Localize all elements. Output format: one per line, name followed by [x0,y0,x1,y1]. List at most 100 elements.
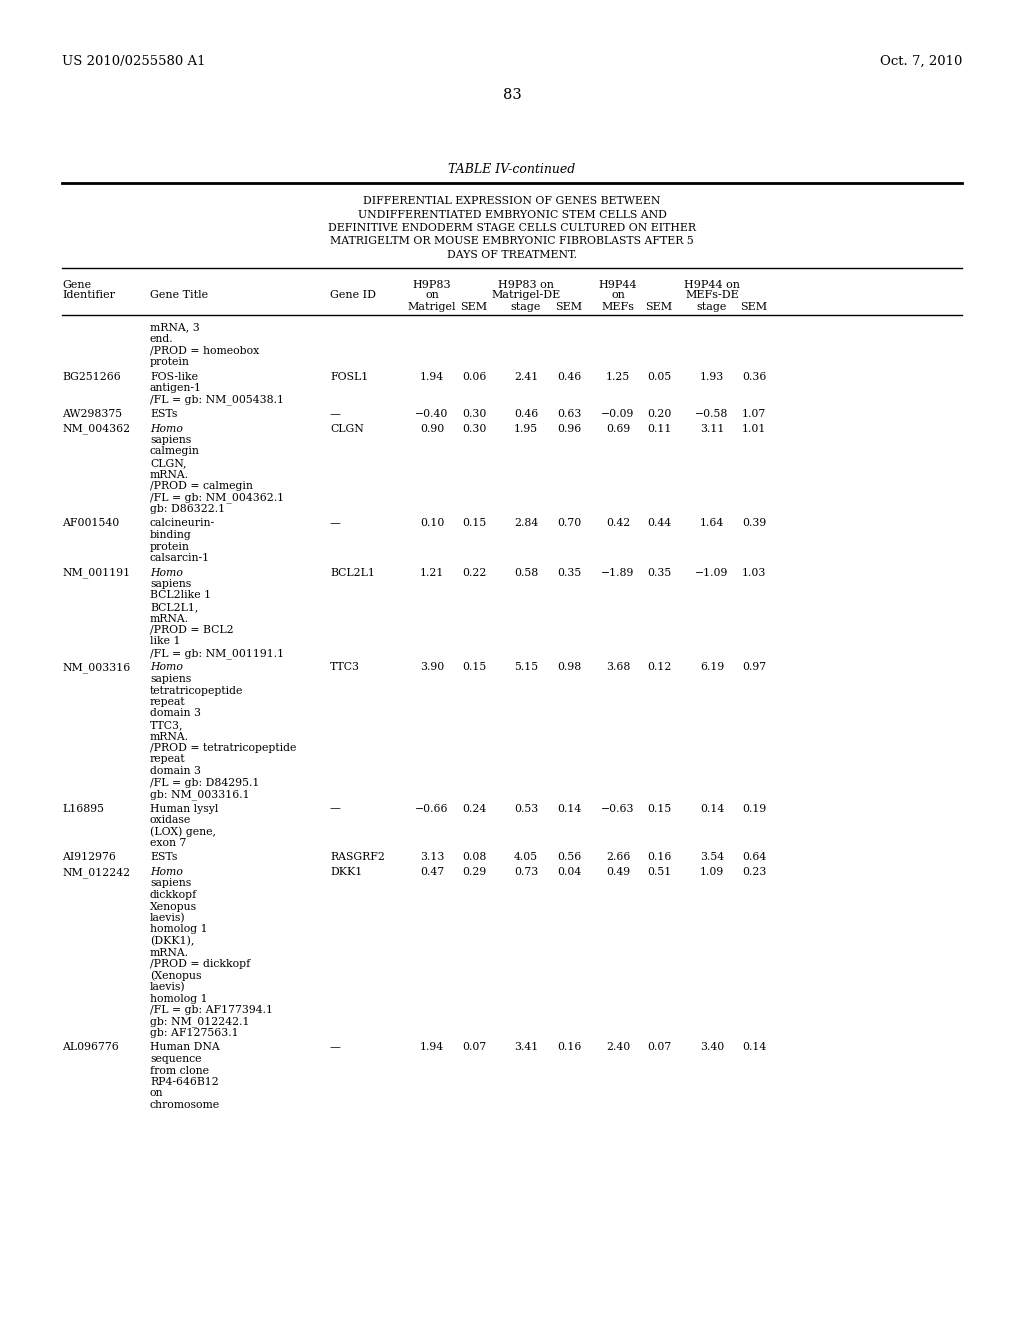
Text: on: on [150,1089,164,1098]
Text: 0.14: 0.14 [699,804,724,813]
Text: 0.58: 0.58 [514,568,539,578]
Text: TTC3,: TTC3, [150,719,183,730]
Text: 0.07: 0.07 [647,1043,671,1052]
Text: /PROD = dickkopf: /PROD = dickkopf [150,960,250,969]
Text: 0.35: 0.35 [647,568,671,578]
Text: 3.40: 3.40 [699,1043,724,1052]
Text: 0.20: 0.20 [647,409,671,418]
Text: 0.73: 0.73 [514,867,539,876]
Text: NM_003316: NM_003316 [62,663,130,673]
Text: 0.08: 0.08 [462,853,486,862]
Text: 2.84: 2.84 [514,519,539,528]
Text: 3.41: 3.41 [514,1043,539,1052]
Text: sapiens: sapiens [150,675,191,684]
Text: tetratricopeptide: tetratricopeptide [150,685,244,696]
Text: mRNA.: mRNA. [150,948,189,957]
Text: Identifier: Identifier [62,290,115,301]
Text: 0.36: 0.36 [741,371,766,381]
Text: 0.69: 0.69 [606,424,630,433]
Text: −1.09: −1.09 [695,568,729,578]
Text: 0.04: 0.04 [557,867,582,876]
Text: 3.68: 3.68 [606,663,630,672]
Text: mRNA.: mRNA. [150,470,189,479]
Text: ESTs: ESTs [150,853,177,862]
Text: Gene ID: Gene ID [330,290,376,301]
Text: calcineurin-: calcineurin- [150,519,215,528]
Text: US 2010/0255580 A1: US 2010/0255580 A1 [62,55,206,69]
Text: 2.66: 2.66 [606,853,630,862]
Text: sequence: sequence [150,1053,202,1064]
Text: Gene: Gene [62,280,91,289]
Text: 1.09: 1.09 [699,867,724,876]
Text: binding: binding [150,531,191,540]
Text: like 1: like 1 [150,636,180,647]
Text: 0.07: 0.07 [462,1043,486,1052]
Text: FOSL1: FOSL1 [330,371,369,381]
Text: 0.14: 0.14 [557,804,582,813]
Text: −0.58: −0.58 [695,409,729,418]
Text: gb: D86322.1: gb: D86322.1 [150,504,225,513]
Text: Homo: Homo [150,568,183,578]
Text: 0.24: 0.24 [462,804,486,813]
Text: 0.46: 0.46 [557,371,582,381]
Text: 0.15: 0.15 [462,663,486,672]
Text: L16895: L16895 [62,804,104,813]
Text: Homo: Homo [150,424,183,433]
Text: 0.51: 0.51 [647,867,671,876]
Text: DEFINITIVE ENDODERM STAGE CELLS CULTURED ON EITHER: DEFINITIVE ENDODERM STAGE CELLS CULTURED… [328,223,696,234]
Text: 1.21: 1.21 [420,568,444,578]
Text: 3.90: 3.90 [420,663,444,672]
Text: from clone: from clone [150,1065,209,1076]
Text: H9P44: H9P44 [599,280,637,289]
Text: 1.64: 1.64 [699,519,724,528]
Text: FOS-like: FOS-like [150,371,198,381]
Text: antigen-1: antigen-1 [150,383,202,393]
Text: NM_012242: NM_012242 [62,867,130,878]
Text: −0.63: −0.63 [601,804,635,813]
Text: 0.12: 0.12 [647,663,671,672]
Text: BCL2like 1: BCL2like 1 [150,590,211,601]
Text: 0.30: 0.30 [462,424,486,433]
Text: −0.09: −0.09 [601,409,635,418]
Text: Human DNA: Human DNA [150,1043,220,1052]
Text: /FL = gb: AF177394.1: /FL = gb: AF177394.1 [150,1005,273,1015]
Text: sapiens: sapiens [150,436,191,445]
Text: SEM: SEM [555,301,583,312]
Text: laevis): laevis) [150,982,185,993]
Text: 0.39: 0.39 [741,519,766,528]
Text: exon 7: exon 7 [150,838,186,847]
Text: Matrigel-DE: Matrigel-DE [492,290,560,301]
Text: Oct. 7, 2010: Oct. 7, 2010 [880,55,962,69]
Text: 0.49: 0.49 [606,867,630,876]
Text: ESTs: ESTs [150,409,177,418]
Text: sapiens: sapiens [150,879,191,888]
Text: 1.94: 1.94 [420,371,444,381]
Text: Gene Title: Gene Title [150,290,208,301]
Text: /PROD = calmegin: /PROD = calmegin [150,480,253,491]
Text: 0.46: 0.46 [514,409,539,418]
Text: 1.93: 1.93 [699,371,724,381]
Text: DKK1: DKK1 [330,867,362,876]
Text: —: — [330,519,341,528]
Text: 0.90: 0.90 [420,424,444,433]
Text: BCL2L1: BCL2L1 [330,568,375,578]
Text: 1.07: 1.07 [741,409,766,418]
Text: DIFFERENTIAL EXPRESSION OF GENES BETWEEN: DIFFERENTIAL EXPRESSION OF GENES BETWEEN [364,195,660,206]
Text: /PROD = tetratricopeptide: /PROD = tetratricopeptide [150,743,296,752]
Text: calmegin: calmegin [150,446,200,457]
Text: 0.15: 0.15 [462,519,486,528]
Text: H9P44 on: H9P44 on [684,280,740,289]
Text: 1.94: 1.94 [420,1043,444,1052]
Text: SEM: SEM [461,301,487,312]
Text: AI912976: AI912976 [62,853,116,862]
Text: DAYS OF TREATMENT.: DAYS OF TREATMENT. [447,249,577,260]
Text: protein: protein [150,356,189,367]
Text: NM_004362: NM_004362 [62,424,130,434]
Text: TABLE IV-continued: TABLE IV-continued [449,162,575,176]
Text: Human lysyl: Human lysyl [150,804,218,813]
Text: oxidase: oxidase [150,814,191,825]
Text: gb: NM_003316.1: gb: NM_003316.1 [150,789,250,800]
Text: H9P83 on: H9P83 on [498,280,554,289]
Text: TTC3: TTC3 [330,663,360,672]
Text: 3.54: 3.54 [700,853,724,862]
